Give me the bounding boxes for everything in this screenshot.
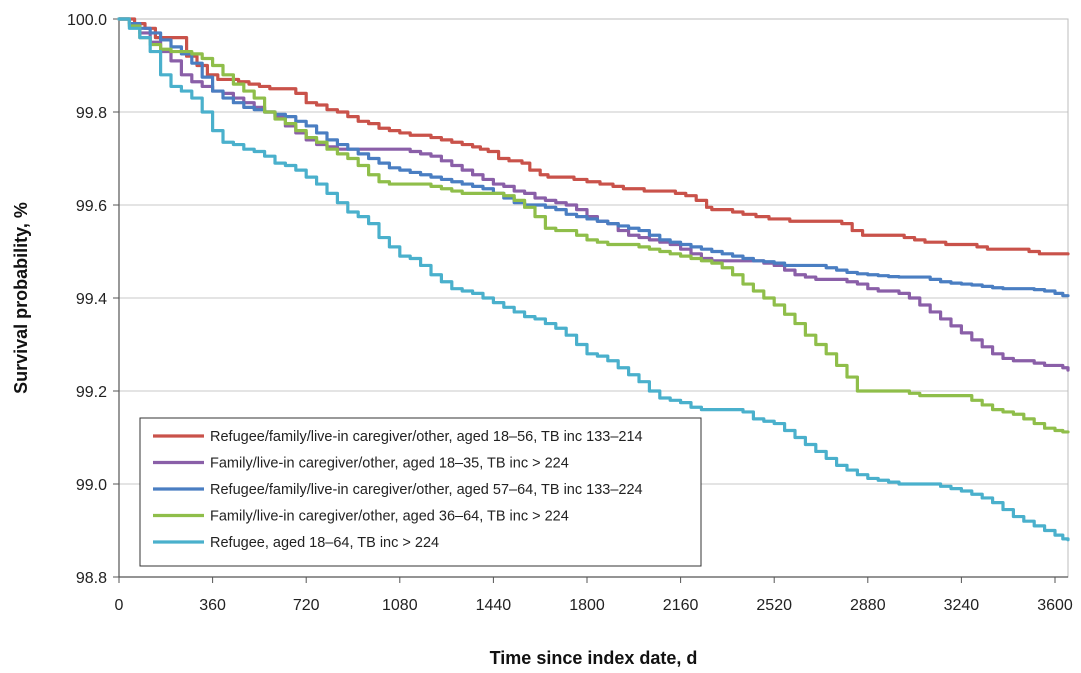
x-tick-label: 720 [293,597,320,614]
x-tick-label: 0 [115,597,124,614]
y-tick-label: 99.2 [76,384,107,401]
x-tick-label: 360 [199,597,226,614]
legend-label-4: Family/live-in caregiver/other, aged 36–… [210,509,569,525]
x-tick-label: 1080 [382,597,418,614]
x-tick-label: 2160 [663,597,699,614]
series-line-5 [117,17,1070,542]
y-axis-title: Survival probability, % [11,202,31,394]
y-tick-label: 99.4 [76,291,107,308]
x-tick-label: 1800 [569,597,605,614]
legend-label-2: Family/live-in caregiver/other, aged 18–… [210,456,569,472]
legend-label-3: Refugee/family/live-in caregiver/other, … [210,482,643,498]
series-line-3 [117,17,1070,298]
legend-label-5: Refugee, aged 18–64, TB inc > 224 [210,535,439,551]
x-axis-title: Time since index date, d [490,648,698,668]
x-tick-label: 3600 [1037,597,1073,614]
y-tick-label: 100.0 [67,12,107,29]
x-tick-label: 3240 [944,597,980,614]
legend: Refugee/family/live-in caregiver/other, … [139,417,702,567]
series-line-2 [117,17,1070,372]
axes: 98.8 99.0 99.2 99.4 99.6 99.8 100.0 0 360 720 1080… [67,12,1073,614]
y-tick-label: 99.6 [76,198,107,215]
x-tick-label: 1440 [476,597,512,614]
series-line-4 [117,17,1070,434]
y-tick-label: 99.0 [76,477,107,494]
x-tick-label: 2880 [850,597,886,614]
legend-box [139,417,702,567]
y-tick-label: 99.8 [76,105,107,122]
y-tick-label: 98.8 [76,570,107,587]
series-lines [117,17,1070,542]
x-tick-label: 2520 [756,597,792,614]
series-line-1 [117,17,1070,256]
legend-label-1: Refugee/family/live-in caregiver/other, … [210,429,643,445]
grid-lines [119,18,1068,485]
